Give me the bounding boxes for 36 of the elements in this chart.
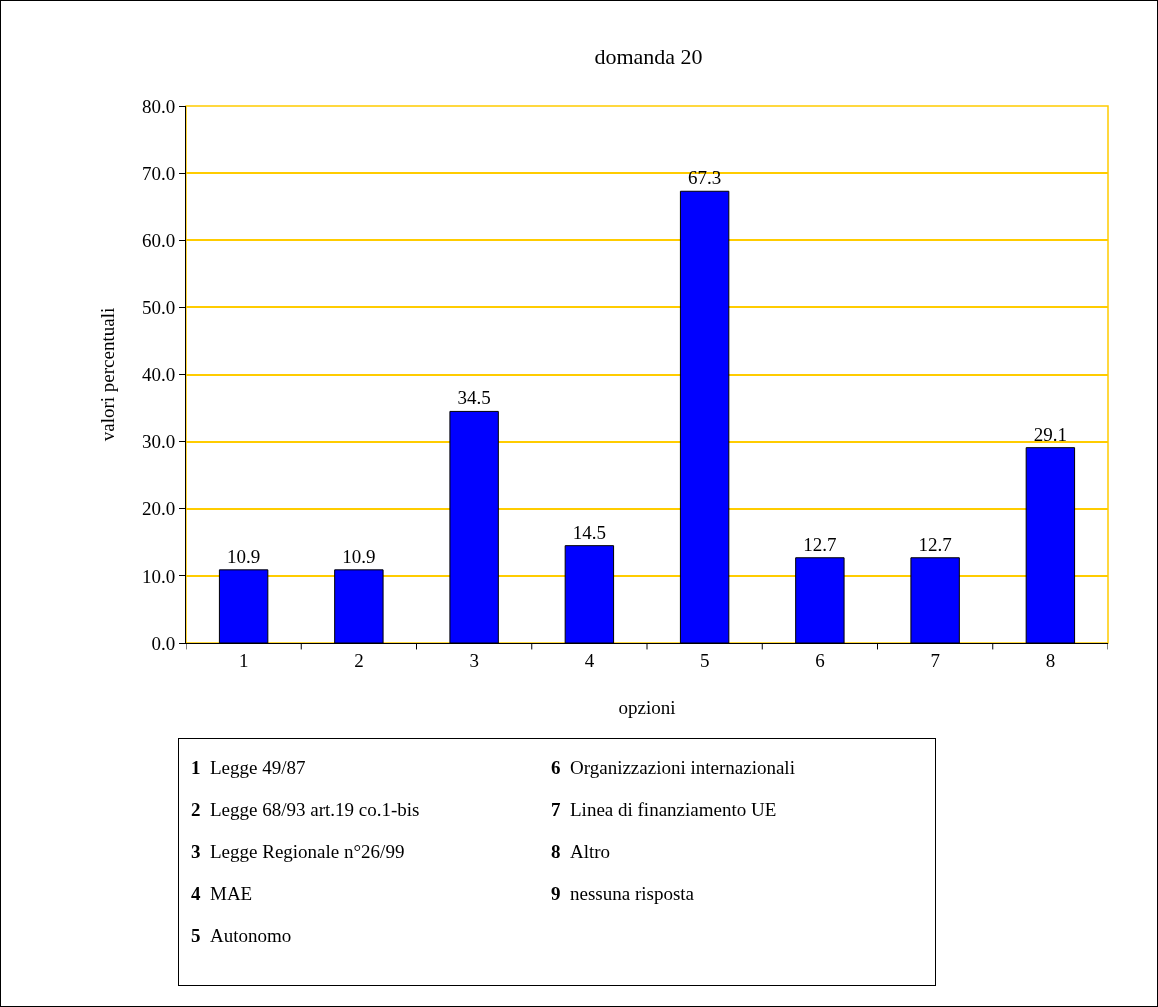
y-tick-label: 0.0: [151, 632, 176, 654]
y-tick-label: 20.0: [141, 498, 176, 520]
data-label: 10.9: [342, 545, 376, 567]
text: 6 Organizzazioni internazionali: [551, 757, 795, 778]
data-label: 34.5: [457, 387, 491, 409]
x-tick-label: 4: [584, 649, 595, 671]
x-tick-label: 8: [1045, 649, 1056, 671]
text: 4 MAE: [191, 883, 253, 904]
data-label: 12.7: [918, 533, 952, 555]
y-tick-label: 50.0: [141, 297, 176, 319]
y-tick-label: 70.0: [141, 162, 176, 184]
y-tick-label: 60.0: [141, 229, 176, 251]
x-tick-label: 5: [699, 649, 710, 671]
text: 5 Autonomo: [191, 925, 292, 946]
data-label: 29.1: [1033, 423, 1067, 445]
data-label: 14.5: [572, 521, 606, 543]
x-tick-label: 3: [469, 649, 479, 671]
text: 3 Legge Regionale n°26/99: [191, 841, 405, 862]
y-tick-label: 80.0: [141, 95, 176, 117]
text: 1 Legge 49/87: [191, 757, 306, 778]
text: 2 Legge 68/93 art.19 co.1-bis: [191, 799, 420, 820]
y-tick-label: 30.0: [141, 431, 176, 453]
x-tick-label: 6: [815, 649, 825, 671]
x-axis-title: opzioni: [618, 696, 676, 718]
y-tick-label: 40.0: [141, 364, 176, 386]
y-axis-title: valori percentuali: [96, 307, 118, 442]
x-tick-label: 1: [238, 649, 249, 671]
y-tick-label: 10.0: [141, 565, 176, 587]
text: 9 nessuna risposta: [551, 883, 695, 904]
data-label: 12.7: [803, 533, 837, 555]
x-tick-label: 7: [930, 649, 940, 671]
text: 7 Linea di finanziamento UE: [551, 799, 777, 820]
x-tick-label: 2: [354, 649, 364, 671]
text: 8 Altro: [551, 841, 611, 862]
data-label: 10.9: [227, 545, 261, 567]
chart-title: domanda 20: [594, 43, 703, 69]
